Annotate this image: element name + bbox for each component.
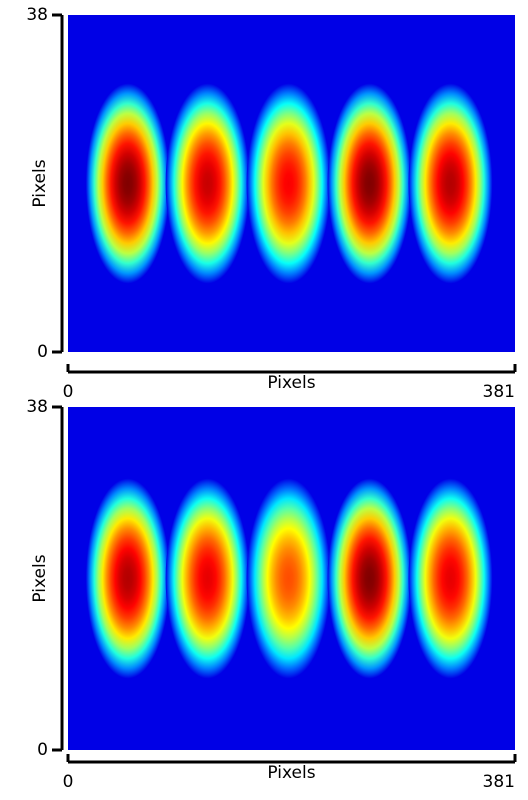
y-tick-label: 38 — [26, 397, 48, 417]
intensity-spot — [327, 478, 412, 679]
intensity-spot — [408, 478, 493, 679]
intensity-spot — [408, 83, 493, 284]
intensity-spot — [85, 83, 170, 284]
intensity-spot — [327, 83, 412, 284]
y-tick-label: 0 — [37, 342, 48, 362]
x-tick-label: 381 — [483, 772, 515, 792]
y-tick-label: 38 — [26, 5, 48, 25]
x-tick-label: 0 — [63, 772, 74, 792]
x-tick-label: 381 — [483, 382, 515, 402]
x-axis-label: Pixels — [267, 373, 315, 393]
intensity-spot — [165, 83, 250, 284]
intensity-spot — [246, 478, 331, 679]
x-tick-label: 0 — [63, 382, 74, 402]
y-axis-label: Pixels — [30, 159, 50, 207]
y-tick-label: 0 — [37, 740, 48, 760]
intensity-spot — [246, 83, 331, 284]
intensity-spot — [85, 478, 170, 679]
intensity-spot — [165, 478, 250, 679]
y-axis-label: Pixels — [30, 554, 50, 602]
x-axis-label: Pixels — [267, 763, 315, 783]
